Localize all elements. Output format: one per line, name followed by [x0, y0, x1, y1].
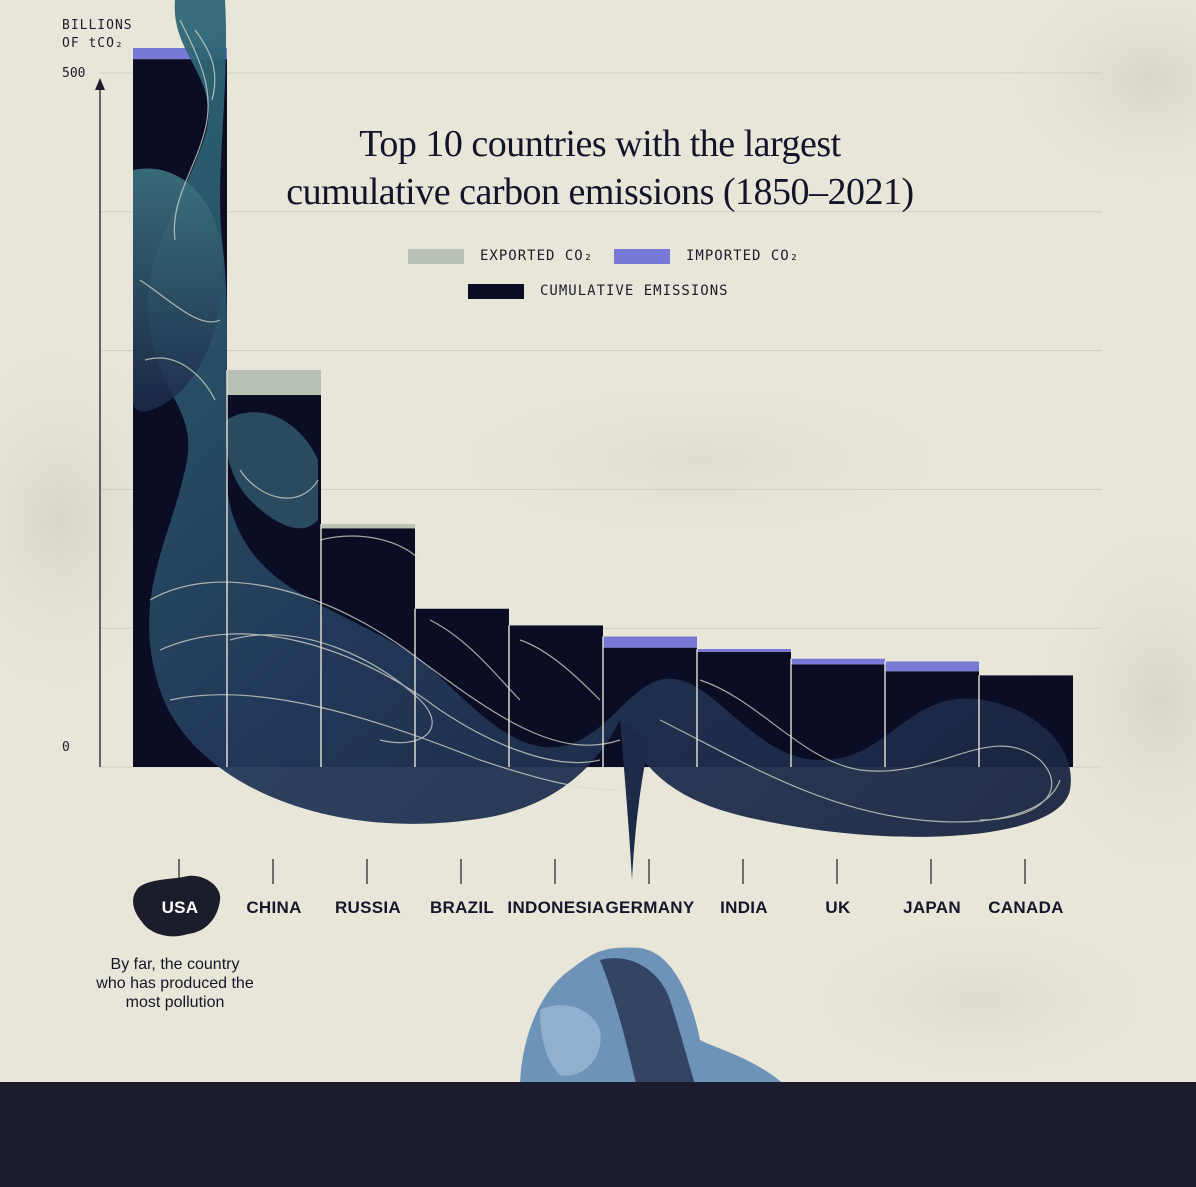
melting-shell-illustration [398, 947, 792, 1123]
legend-cumulative-label: CUMULATIVE EMISSIONS [540, 283, 729, 299]
country-label-canada: CANADA [988, 898, 1064, 917]
country-label-russia: RUSSIA [334, 898, 402, 917]
dark-ground [0, 1082, 1196, 1187]
bar-exported-china [227, 370, 321, 396]
bar-imported-japan [885, 661, 979, 672]
chart-title-line-2: cumulative carbon emissions (1850–2021) [286, 171, 914, 213]
bar-imported-germany [603, 636, 697, 648]
bar-dividers [226, 370, 980, 767]
country-label-japan: JAPAN [903, 898, 961, 917]
country-label-uk: UK [825, 898, 851, 917]
y-axis-unit-label: BILLIONS OF tCO₂ [62, 17, 133, 53]
legend-cumulative-swatch [468, 283, 524, 299]
legend-exported-label: EXPORTED CO₂ [480, 248, 594, 264]
chart-title-line-1: Top 10 countries with the largest [359, 123, 841, 165]
y-axis [95, 78, 105, 767]
legend-imported-label: IMPORTED CO₂ [686, 248, 800, 264]
y-axis-unit-line-1: BILLIONS [62, 18, 133, 33]
legend-cumulative: CUMULATIVE EMISSIONS [468, 283, 729, 299]
bar-exported-russia [321, 524, 415, 529]
legend-imported-swatch [614, 248, 670, 264]
legend-exported-swatch [408, 248, 464, 264]
country-label-indonesia: INDONESIA [507, 898, 605, 917]
bar-imported-usa [133, 48, 227, 60]
bar-imported-uk [791, 658, 885, 665]
country-label-brazil: BRAZIL [429, 898, 495, 917]
legend-imported: IMPORTED CO₂ [614, 248, 799, 264]
y-axis-unit-line-2: OF tCO₂ [62, 36, 124, 51]
country-label-germany: GERMANY [605, 898, 695, 917]
y-tick-500: 500 [62, 66, 86, 81]
chart-title: Top 10 countries with the largest cumula… [200, 120, 1000, 216]
legend-exported: EXPORTED CO₂ [408, 248, 593, 264]
country-label-india: INDIA [720, 898, 768, 917]
country-label-usa: USA [161, 898, 199, 917]
category-ticks [178, 859, 1026, 884]
usa-ink-splotch [133, 875, 221, 937]
y-axis-arrow-icon [95, 78, 105, 90]
country-label-china: CHINA [246, 898, 302, 917]
bar-imported-india [697, 649, 791, 652]
usa-annotation: By far, the country who has produced the… [96, 956, 254, 1011]
y-tick-0: 0 [62, 740, 70, 755]
